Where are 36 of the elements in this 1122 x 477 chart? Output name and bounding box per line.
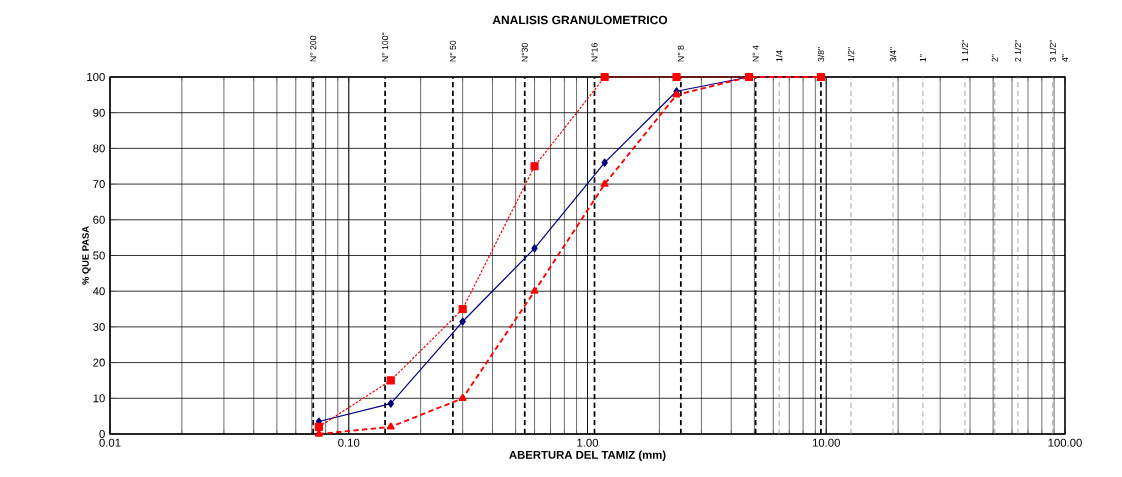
- y-tick-label: 0: [99, 429, 105, 438]
- ref-line-label: N° 50: [449, 40, 456, 62]
- text: 1/4: [775, 50, 783, 62]
- y-tick-label: 90: [93, 108, 105, 117]
- text: 3/4": [889, 47, 897, 62]
- y-tick-label: 50: [93, 251, 105, 260]
- x-tick-label: 10.00: [812, 438, 840, 447]
- chart-title: ANALISIS GRANULOMETRICO: [492, 15, 668, 25]
- text: 4": [1062, 54, 1068, 62]
- text: 1/2": [847, 47, 855, 62]
- text: 2": [991, 54, 998, 62]
- x-tick-label: 100.00: [1048, 438, 1082, 447]
- ref-line-label: N° 100": [382, 32, 389, 62]
- y-axis-title: % QUE PASA: [82, 226, 91, 285]
- y-tick-label: 60: [93, 215, 105, 224]
- y-tick-label: 80: [93, 144, 105, 153]
- y-tick-label: 30: [93, 322, 105, 331]
- y-tick-label: 100: [87, 72, 105, 81]
- y-tick-label: 70: [93, 180, 105, 189]
- y-tick-label: 20: [93, 358, 105, 367]
- text: 3 1/2": [1049, 40, 1056, 62]
- y-tick-label: 10: [93, 394, 105, 403]
- x-axis-title: ABERTURA DEL TAMIZ (mm): [509, 450, 666, 462]
- y-tick-label: 40: [92, 287, 105, 296]
- ref-line-label: N°16: [591, 43, 598, 62]
- x-tick-label: 0.01: [99, 438, 121, 447]
- ref-line-label: N° 8: [677, 45, 684, 62]
- ref-line-label: N°30: [521, 43, 528, 62]
- x-tick-label: 1.00: [577, 438, 599, 447]
- x-tick-label: 0.10: [338, 438, 360, 447]
- text: 2 1/2": [1014, 40, 1022, 62]
- ref-line-label: N° 4: [752, 45, 759, 62]
- text: 1": [919, 54, 926, 62]
- text: 3/8": [817, 47, 825, 62]
- ref-line-label: N° 200: [310, 35, 317, 62]
- text: 1 1/2": [961, 40, 969, 62]
